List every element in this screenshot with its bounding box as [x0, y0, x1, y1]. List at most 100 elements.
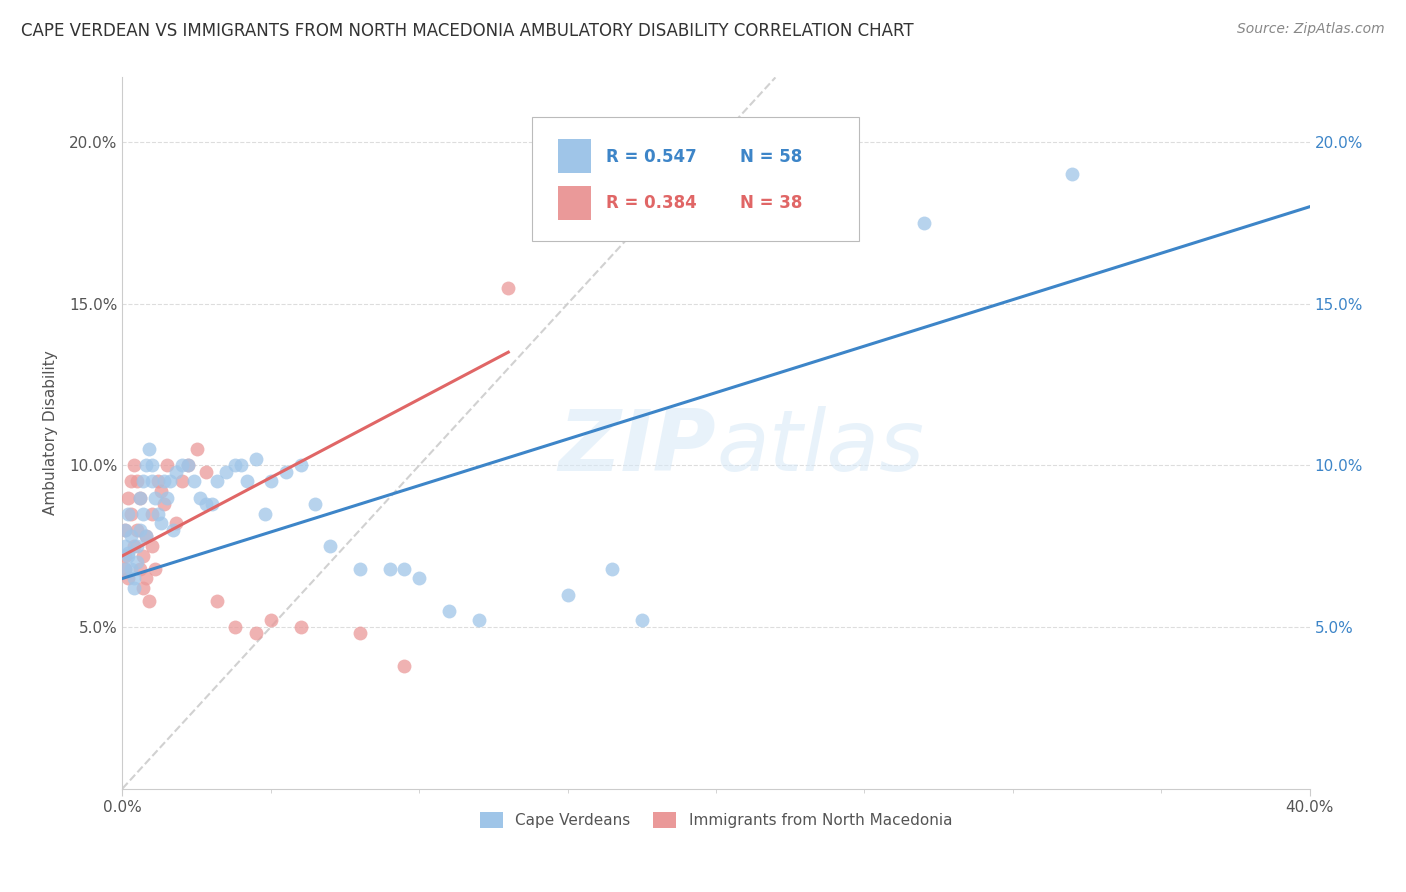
Point — [467, 614, 489, 628]
Text: N = 38: N = 38 — [740, 194, 803, 212]
Point — [117, 571, 139, 585]
Point — [290, 620, 312, 634]
Point — [114, 539, 136, 553]
Text: R = 0.384: R = 0.384 — [606, 194, 696, 212]
Text: N = 58: N = 58 — [740, 148, 801, 166]
Point — [159, 475, 181, 489]
Point — [117, 545, 139, 559]
Y-axis label: Ambulatory Disability: Ambulatory Disability — [44, 351, 58, 516]
Point — [135, 529, 157, 543]
Point — [253, 507, 276, 521]
Point — [260, 614, 283, 628]
Point — [132, 549, 155, 563]
Text: ZIP: ZIP — [558, 406, 716, 489]
Legend: Cape Verdeans, Immigrants from North Macedonia: Cape Verdeans, Immigrants from North Mac… — [474, 806, 957, 834]
Text: R = 0.547: R = 0.547 — [606, 148, 696, 166]
Point — [143, 562, 166, 576]
Point — [319, 539, 342, 553]
Point — [207, 594, 229, 608]
Point — [132, 507, 155, 521]
Point — [127, 523, 149, 537]
Point — [394, 562, 416, 576]
Point — [245, 626, 267, 640]
FancyBboxPatch shape — [531, 117, 859, 241]
Point — [215, 465, 238, 479]
Point — [162, 523, 184, 537]
Point — [120, 562, 142, 576]
Point — [129, 523, 152, 537]
Point — [408, 571, 430, 585]
Point — [290, 458, 312, 473]
Point — [600, 562, 623, 576]
Point — [135, 571, 157, 585]
Point — [177, 458, 200, 473]
Point — [224, 458, 246, 473]
Point — [274, 465, 297, 479]
Point — [127, 555, 149, 569]
Point — [183, 475, 205, 489]
Point — [143, 491, 166, 505]
Point — [557, 588, 579, 602]
Point — [135, 458, 157, 473]
Point — [153, 497, 176, 511]
Point — [165, 516, 187, 531]
Point — [194, 465, 217, 479]
Point — [146, 507, 169, 521]
Point — [378, 562, 401, 576]
Point — [156, 491, 179, 505]
Point — [135, 529, 157, 543]
Point — [912, 216, 935, 230]
Text: CAPE VERDEAN VS IMMIGRANTS FROM NORTH MACEDONIA AMBULATORY DISABILITY CORRELATIO: CAPE VERDEAN VS IMMIGRANTS FROM NORTH MA… — [21, 22, 914, 40]
Point — [120, 529, 142, 543]
Point — [117, 507, 139, 521]
Point — [260, 475, 283, 489]
Point — [1062, 168, 1084, 182]
Point — [114, 562, 136, 576]
Point — [129, 491, 152, 505]
Point — [165, 465, 187, 479]
Point — [194, 497, 217, 511]
Point — [138, 442, 160, 457]
Text: atlas: atlas — [716, 406, 924, 489]
Point — [120, 475, 142, 489]
Point — [186, 442, 208, 457]
Point — [124, 571, 146, 585]
Point — [114, 523, 136, 537]
Point — [141, 507, 163, 521]
Point — [304, 497, 326, 511]
Point — [498, 280, 520, 294]
Point — [394, 658, 416, 673]
Bar — [558, 139, 592, 173]
Point — [127, 539, 149, 553]
Point — [349, 626, 371, 640]
Point — [120, 507, 142, 521]
Point — [129, 562, 152, 576]
Point — [156, 458, 179, 473]
Point — [150, 516, 173, 531]
Point — [117, 491, 139, 505]
Point — [153, 475, 176, 489]
Point — [124, 581, 146, 595]
Point — [124, 539, 146, 553]
Point — [177, 458, 200, 473]
Point — [129, 491, 152, 505]
Point — [141, 539, 163, 553]
Text: Source: ZipAtlas.com: Source: ZipAtlas.com — [1237, 22, 1385, 37]
Point — [114, 562, 136, 576]
Point — [150, 484, 173, 499]
Point — [437, 604, 460, 618]
Point — [141, 458, 163, 473]
Point — [114, 549, 136, 563]
Point — [631, 614, 654, 628]
Point — [124, 458, 146, 473]
Point — [188, 491, 211, 505]
Point — [117, 549, 139, 563]
Point — [127, 475, 149, 489]
Point — [231, 458, 253, 473]
Point — [236, 475, 259, 489]
Point — [141, 475, 163, 489]
Point — [138, 594, 160, 608]
Point — [146, 475, 169, 489]
Point — [245, 451, 267, 466]
Point — [349, 562, 371, 576]
